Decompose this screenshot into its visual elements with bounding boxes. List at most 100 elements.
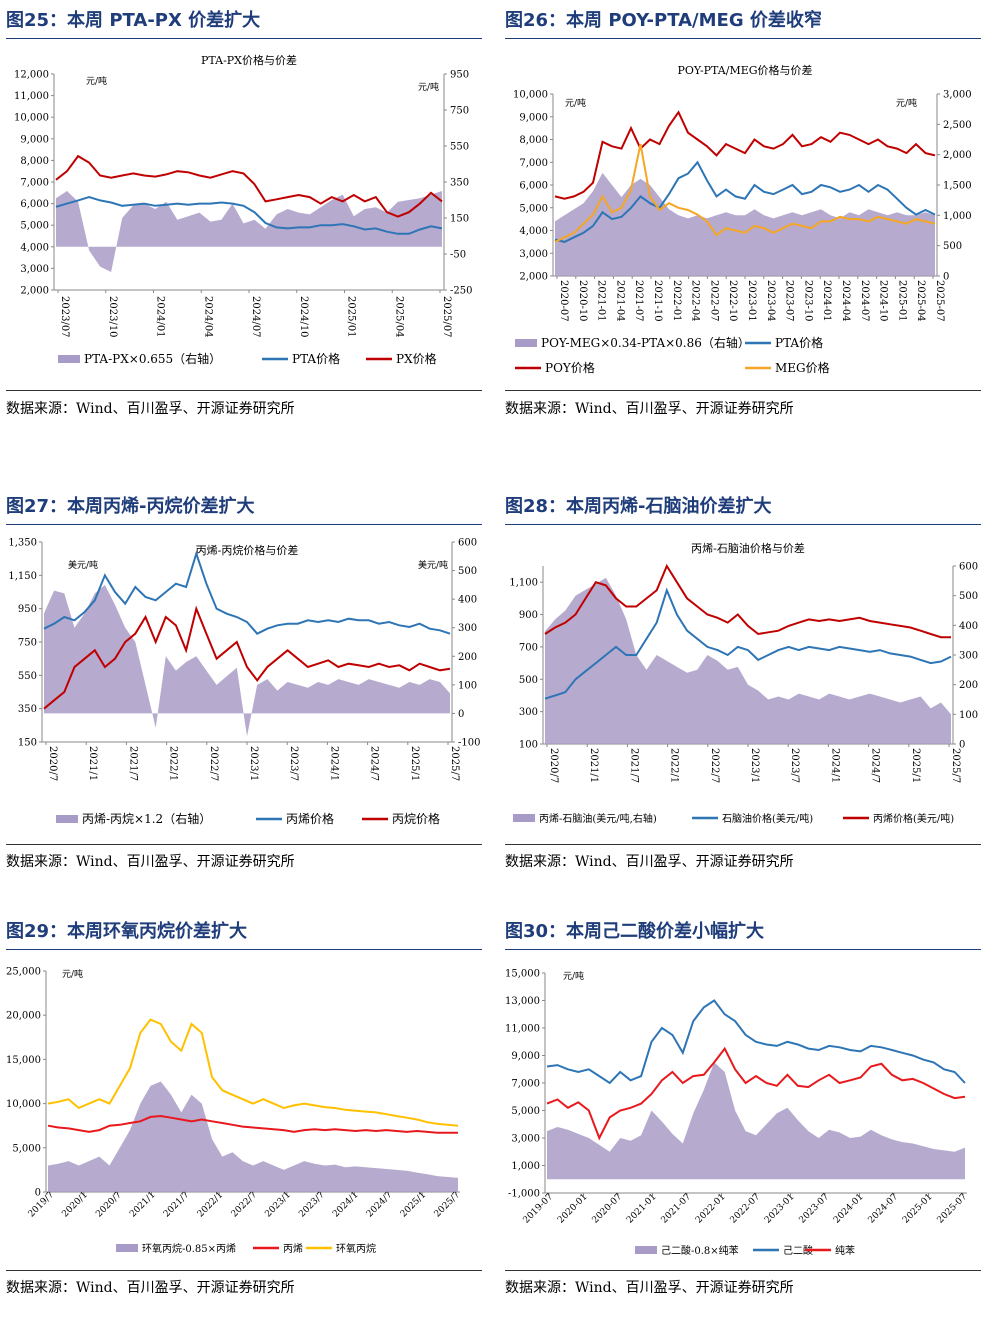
x-tick-label: 2024/01 — [155, 296, 166, 338]
left-tick-label: 11,000 — [505, 1024, 540, 1035]
title-rule — [505, 949, 981, 950]
x-tick-label: 2025/1 — [399, 1190, 428, 1219]
legend-swatch — [635, 1246, 657, 1254]
x-tick-label: 2021-07 — [660, 1192, 694, 1226]
left-tick-label: 2,000 — [20, 286, 49, 297]
left-tick-label: 10,000 — [14, 113, 49, 124]
right-tick-label: -100 — [458, 738, 480, 749]
x-tick-label: 2020-10 — [577, 280, 588, 322]
left-unit-label: 元/吨 — [62, 968, 83, 980]
legend-label: 丙烯价格(美元/吨) — [873, 812, 954, 825]
legend-item: 丙烯 — [253, 1242, 303, 1255]
right-unit-label: 元/吨 — [896, 97, 917, 109]
source-note: 数据来源：Wind、百川盈孚、开源证券研究所 — [6, 1280, 295, 1296]
x-tick-label: 2024/1 — [331, 1190, 360, 1219]
title-rule — [6, 949, 482, 950]
x-tick-label: 2025-07 — [934, 280, 945, 322]
x-tick-label: 2024-04 — [840, 280, 851, 322]
line-series — [55, 196, 443, 235]
area-series — [44, 584, 450, 737]
legend-label: POY价格 — [545, 360, 595, 375]
x-tick-label: 2023/1 — [263, 1190, 292, 1219]
figure-28: 图28：本周丙烯-石脑油价差扩大 丙烯-石脑油价格与价差 100 300 500 700… — [505, 492, 981, 882]
x-tick-label: 2025-01 — [901, 1192, 935, 1226]
left-tick-label: 4,000 — [20, 242, 49, 253]
left-tick-label: 500 — [519, 675, 538, 686]
chart-title: 丙烯-石脑油价格与价差 — [691, 541, 805, 555]
right-tick-label: 350 — [450, 178, 469, 189]
x-tick-label: 2020-07 — [591, 1192, 625, 1226]
legend-label: PX价格 — [396, 351, 437, 366]
right-tick-label: 600 — [458, 538, 477, 549]
x-tick-label: 2023-07 — [784, 280, 795, 322]
source-note: 数据来源：Wind、百川盈孚、开源证券研究所 — [6, 854, 295, 870]
x-tick-label: 2025-04 — [915, 280, 926, 322]
right-tick-label: 750 — [450, 106, 469, 117]
x-tick-label: 2020-01 — [556, 1192, 590, 1226]
legend-label: 丙烯价格 — [286, 811, 334, 826]
x-tick-label: 2022-07 — [708, 280, 719, 322]
x-tick-label: 2021/1 — [588, 748, 599, 783]
legend-item: 环氧丙烷 — [306, 1242, 376, 1255]
left-tick-label: 7,000 — [519, 158, 548, 169]
left-tick-label: 950 — [18, 604, 37, 615]
area-series — [547, 1062, 965, 1180]
x-tick-label: 2024/1 — [328, 746, 339, 781]
line-series — [554, 110, 936, 200]
left-tick-label: 15,000 — [505, 969, 540, 980]
legend-label: 丙烷价格 — [392, 811, 440, 826]
chart-title: PTA-PX价格与价差 — [201, 53, 297, 67]
right-tick-label: 2,000 — [943, 150, 972, 161]
right-tick-label: 0 — [943, 272, 949, 283]
left-unit-label: 元/吨 — [565, 97, 586, 109]
left-unit-label: 元/吨 — [86, 75, 107, 87]
right-tick-label: 500 — [458, 566, 477, 577]
x-tick-label: 2019/7 — [27, 1190, 57, 1220]
left-tick-label: 9,000 — [519, 112, 548, 123]
left-tick-label: 8,000 — [20, 156, 49, 167]
area-series — [56, 191, 442, 272]
x-tick-label: 2025/7 — [950, 748, 961, 783]
right-tick-label: 1,000 — [943, 211, 972, 222]
right-tick-label: 500 — [959, 591, 978, 602]
right-tick-label: 100 — [458, 680, 477, 691]
x-tick-label: 2023-04 — [765, 280, 776, 322]
x-tick-label: 2023/7 — [297, 1190, 327, 1220]
left-tick-label: 0 — [35, 1188, 41, 1199]
left-tick-label: 100 — [519, 740, 538, 751]
x-tick-label: 2024-10 — [878, 280, 889, 322]
title-rule — [6, 524, 482, 525]
left-tick-label: 5,000 — [20, 221, 49, 232]
left-tick-label: 300 — [519, 707, 538, 718]
left-unit-label: 美元/吨 — [68, 559, 98, 571]
area-series — [545, 577, 951, 744]
legend-swatch — [513, 814, 535, 822]
left-unit-label: 元/吨 — [563, 970, 584, 982]
figure-title: 图28：本周丙烯-石脑油价差扩大 — [505, 496, 772, 517]
line-series — [544, 587, 952, 700]
x-tick-label: 2023/1 — [749, 748, 760, 783]
legend-label: 环氧丙烷 — [336, 1242, 376, 1255]
x-tick-label: 2023/1 — [248, 746, 259, 781]
right-tick-label: 200 — [458, 652, 477, 663]
left-tick-label: 350 — [18, 704, 37, 715]
x-tick-label: 2022-10 — [727, 280, 738, 322]
x-tick-label: 2025/7 — [433, 1190, 463, 1220]
x-tick-label: 2021/1 — [87, 746, 98, 781]
line-series — [554, 143, 936, 243]
right-unit-label: 美元/吨 — [418, 559, 448, 571]
x-tick-label: 2024/7 — [369, 746, 380, 781]
right-tick-label: 2,500 — [943, 120, 972, 131]
left-tick-label: 6,000 — [519, 181, 548, 192]
left-tick-label: 11,000 — [14, 91, 49, 102]
chart-pta-px: PTA-PX价格与价差元/吨元/吨2,0003,0004,0005,0006,0… — [14, 53, 472, 366]
right-tick-label: 500 — [943, 241, 962, 252]
legend-item: 丙烯-丙烷×1.2（右轴） — [56, 811, 211, 826]
legend-label: PTA价格 — [775, 335, 823, 350]
legend-item: 丙烯-石脑油(美元/吨,右轴) — [513, 812, 657, 825]
title-rule — [505, 524, 981, 525]
figure-title: 图29：本周环氧丙烷价差扩大 — [6, 921, 248, 942]
legend-item: MEG价格 — [745, 360, 830, 375]
x-tick-label: 2021/7 — [628, 748, 639, 783]
